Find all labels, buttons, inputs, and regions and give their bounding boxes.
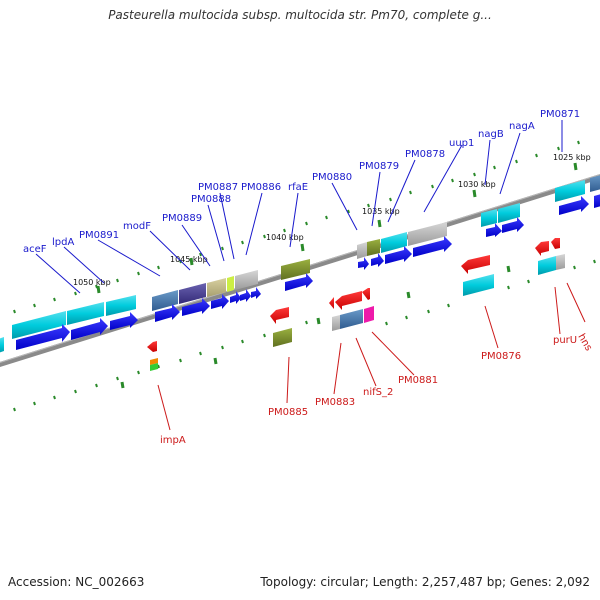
scale-label-1035: 1035 kbp [362,207,400,216]
forward-arrows [16,193,600,350]
scale-ticks-lower [13,259,596,412]
gene-box-pm0879[interactable] [367,239,380,256]
gene-box-pm0881[interactable] [364,306,374,323]
gene-box-pm0880[interactable] [357,242,367,259]
gene-box-nagb[interactable] [481,209,497,227]
gene-label-pm0883[interactable]: PM0883 [315,397,355,408]
cds-arrow-uup1[interactable] [413,236,452,257]
gene-label-pm0886[interactable]: PM0886 [241,182,281,193]
forward-feature-boxes [0,174,600,353]
gene-box-pm0886[interactable] [235,270,258,290]
reverse-leader-lines [157,282,586,431]
cds-arrow-pm0879[interactable] [371,253,384,267]
cds-arrow-naga[interactable] [502,217,524,233]
gene-box-naga[interactable] [498,203,520,223]
scale-ticks-major [96,162,578,294]
cds-arrow-impa[interactable] [147,341,157,352]
cds-arrow-pm0886b[interactable] [251,287,261,299]
gene-box-pm0878[interactable] [381,232,407,253]
gene-label-pm0878[interactable]: PM0878 [405,149,445,160]
gene-box-rfae[interactable] [281,259,310,280]
gene-label-pm0889[interactable]: PM0889 [162,213,202,224]
map-title: Pasteurella multocida subsp. multocida s… [108,8,492,22]
topology-summary: Topology: circular; Length: 2,257,487 bp… [260,575,590,589]
cds-arrow-pm0885[interactable] [270,307,289,324]
gene-label-acef[interactable]: aceF [23,244,47,255]
gene-label-nagb[interactable]: nagB [478,129,504,140]
gene-label-lpda[interactable]: lpdA [52,237,74,248]
cds-arrow-pm0891[interactable] [110,312,138,330]
gene-box-puru[interactable] [538,256,556,275]
cds-arrow-rfae[interactable] [285,273,313,291]
cds-arrow-pm0883[interactable] [329,297,334,309]
scale-label-1030: 1030 kbp [458,180,496,189]
scale-ticks-upper [13,140,580,314]
gene-box-extra[interactable] [590,174,600,192]
gene-box-impa-2[interactable] [150,363,158,371]
gene-box-nifs2[interactable] [340,309,363,329]
gene-label-pm0887[interactable]: PM0887 [198,182,238,193]
cds-arrow-pm0878[interactable] [385,246,412,264]
gene-label-modf[interactable]: modF [123,221,151,232]
gene-box-pm0876[interactable] [463,274,494,296]
scale-label-1025: 1025 kbp [553,153,591,162]
gene-box-pm0888[interactable] [207,278,226,297]
cds-arrow-acef[interactable] [16,324,70,350]
gene-box-acef[interactable] [12,311,66,339]
cds-arrow-pm0889[interactable] [182,298,210,316]
accession-text: Accession: NC_002663 [8,575,145,589]
gene-box-uup1[interactable] [408,222,447,246]
gene-label-impa[interactable]: impA [160,435,186,446]
gene-label-nifs2[interactable]: nifS_2 [363,387,393,398]
gene-box-impa-1[interactable] [150,358,158,365]
cds-arrow-pm0871[interactable] [559,196,589,215]
forward-leader-lines [35,120,563,294]
cds-arrow-nagb[interactable] [486,223,502,237]
gene-label-pm0879[interactable]: PM0879 [359,161,399,172]
reverse-arrows [147,238,560,352]
cds-arrow-pm0881[interactable] [362,288,370,300]
gene-label-pm0881[interactable]: PM0881 [398,375,438,386]
scale-ticks-lower-major [120,265,511,389]
gene-box-hns[interactable] [556,254,565,270]
gene-box-pm0871[interactable] [555,180,585,202]
gene-box-pm0889[interactable] [179,283,206,304]
gene-label-puru[interactable]: purU [553,335,577,346]
cds-arrow-pm0886a[interactable] [240,289,251,302]
gene-box-pm0885[interactable] [273,328,292,347]
scale-label-1045: 1045 kbp [170,255,208,264]
gene-label-pm0876[interactable]: PM0876 [481,351,521,362]
cds-arrow-purU[interactable] [535,241,549,256]
cds-arrow-pm0888[interactable] [211,294,229,309]
gene-label-pm0891[interactable]: PM0891 [79,230,119,241]
gene-label-uup1[interactable]: uup1 [449,138,474,149]
gene-box-pm0883[interactable] [332,315,340,331]
cds-arrow-pm0876[interactable] [461,255,490,274]
cds-arrow-right-edge[interactable] [594,193,600,208]
scale-label-1040: 1040 kbp [266,233,304,242]
gene-label-rfae[interactable]: rfaE [288,182,308,193]
scale-label-1050: 1050 kbp [73,278,111,287]
cds-arrow-hns[interactable] [551,238,560,249]
cds-arrow-modf[interactable] [155,304,180,322]
cds-arrow-pm0887[interactable] [230,291,241,304]
gene-box-pm0887[interactable] [227,276,234,292]
gene-box-modf[interactable] [152,290,178,311]
gene-box-lpda[interactable] [67,302,104,325]
gene-label-pm0885[interactable]: PM0885 [268,407,308,418]
reverse-feature-boxes [150,254,565,371]
gene-label-pm0871[interactable]: PM0871 [540,109,580,120]
gene-box-left-edge[interactable] [0,337,4,353]
gene-label-naga[interactable]: nagA [509,121,535,132]
gene-box-pm0891[interactable] [106,295,136,316]
gene-label-pm0880[interactable]: PM0880 [312,172,352,183]
gene-label-hns[interactable]: hns [575,332,593,353]
cds-arrow-nifs2[interactable] [335,291,362,310]
cds-arrow-pm0880[interactable] [358,257,369,270]
cds-arrow-lpda[interactable] [71,318,108,340]
gene-label-pm0888[interactable]: PM0888 [191,194,231,205]
